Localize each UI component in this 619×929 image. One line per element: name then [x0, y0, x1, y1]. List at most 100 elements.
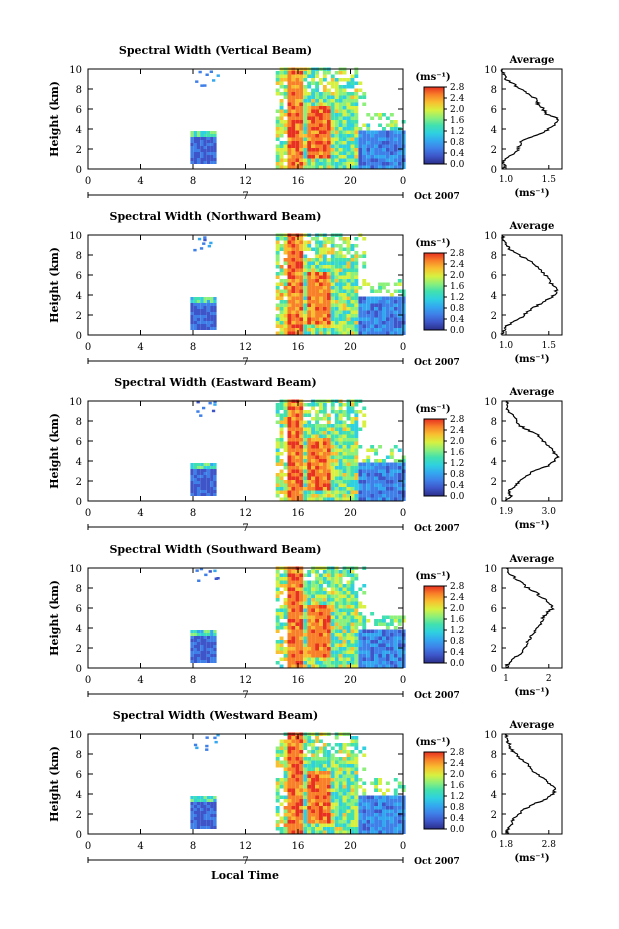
heatmap-cell [358, 778, 363, 782]
heatmap-cell [315, 71, 319, 75]
heatmap-cell [319, 661, 323, 665]
heatmap-cell [213, 312, 217, 315]
heatmap-cell [190, 481, 194, 484]
heatmap-cell [374, 654, 378, 658]
x-tick-label: 16 [292, 841, 305, 852]
heatmap-cell [303, 328, 308, 332]
heatmap-cell [303, 746, 308, 750]
heatmap-cell [389, 806, 394, 810]
heatmap-cell [275, 88, 280, 92]
heatmap-cell [354, 324, 359, 328]
heatmap-cell [210, 808, 214, 811]
heatmap-cell [354, 155, 359, 159]
heatmap-cell [311, 622, 315, 626]
heatmap-cell [295, 300, 300, 304]
heatmap-cell [287, 809, 292, 813]
heatmap-cell [322, 247, 327, 251]
heatmap-cell [358, 296, 363, 300]
heatmap-cell [330, 99, 335, 103]
heatmap-cell [193, 134, 197, 137]
heatmap-cell [295, 736, 300, 740]
heatmap-cell [362, 95, 367, 99]
heatmap-cell [206, 131, 211, 134]
heatmap-cell [350, 594, 355, 598]
heatmap-cell [354, 258, 359, 262]
heatmap-cell [279, 155, 284, 159]
heatmap-cell [393, 462, 398, 466]
heatmap-cell [307, 809, 312, 813]
heatmap-cell [378, 636, 382, 640]
heatmap-cell [370, 636, 375, 640]
heatmap-cell [200, 654, 204, 657]
heatmap-cell [342, 788, 347, 792]
heatmap-cell [354, 778, 359, 782]
day-marker: 7 [242, 191, 248, 202]
heatmap-cell [326, 452, 331, 456]
heatmap-cell [299, 820, 304, 824]
heatmap-cell [378, 788, 382, 792]
heatmap-cell [366, 816, 371, 820]
heatmap-cell [203, 327, 207, 330]
heatmap-cell [315, 324, 319, 328]
heatmap-cell [193, 743, 198, 747]
heatmap-cell [287, 406, 292, 410]
heatmap-cell [279, 636, 284, 640]
heatmap-cell [342, 116, 347, 120]
heatmap-cell [291, 455, 296, 459]
heatmap-cell [385, 490, 390, 494]
heatmap-cell [342, 452, 347, 456]
heatmap-cell [295, 615, 300, 619]
heatmap-cell [374, 151, 378, 155]
heatmap-cell [393, 151, 398, 155]
heatmap-cell [203, 811, 207, 814]
y-tick-label: 10 [69, 231, 82, 242]
heatmap-cell [198, 70, 202, 74]
heatmap-cell [199, 567, 204, 571]
colorbar-tick-label: 0.0 [450, 492, 465, 502]
heatmap-cell [354, 244, 359, 248]
heatmap-cell [385, 480, 390, 484]
heatmap-cell [370, 155, 375, 159]
heatmap-cell [319, 141, 323, 145]
heatmap-cell [190, 490, 194, 493]
heatmap-cell [322, 580, 327, 584]
heatmap-cell [303, 434, 308, 438]
heatmap-cell [291, 310, 296, 314]
heatmap-cell [350, 757, 355, 761]
heatmap-cell [190, 140, 194, 143]
heatmap-cell [322, 487, 327, 491]
y-tick-label: 2 [76, 810, 82, 821]
heatmap-cell [334, 570, 339, 574]
heatmap-cell [385, 820, 390, 824]
heatmap-cell [382, 809, 386, 813]
heatmap-cell [295, 151, 300, 155]
heatmap-cell [354, 654, 359, 658]
heatmap-cell [311, 282, 315, 286]
heatmap-cell [338, 473, 343, 477]
heatmap-cell [389, 497, 394, 501]
heatmap-cell [210, 796, 214, 799]
heatmap-cell [346, 792, 351, 796]
colorbar-tick-label: 2.0 [450, 437, 465, 447]
heatmap-cell [397, 144, 402, 148]
heatmap-cell [210, 633, 214, 636]
heatmap-cell [370, 300, 375, 304]
heatmap-cell [370, 497, 375, 501]
heatmap-cell [315, 300, 319, 304]
heatmap-cell [307, 490, 312, 494]
heatmap-cell [389, 650, 394, 654]
heatmap-cell [397, 619, 402, 623]
heatmap-cell [334, 640, 339, 644]
heatmap-cell [315, 577, 319, 581]
heatmap-cell [346, 778, 351, 782]
heatmap-cell [275, 587, 280, 591]
heatmap-cell [311, 640, 315, 644]
heatmap-cell [295, 743, 300, 747]
heatmap-cell [330, 310, 335, 314]
heatmap-cell [287, 452, 292, 456]
heatmap-cell [393, 661, 398, 665]
heatmap-cell [334, 127, 339, 131]
heatmap-cell [190, 660, 194, 663]
heatmap-cell [366, 827, 371, 831]
heatmap-cell [374, 324, 378, 328]
